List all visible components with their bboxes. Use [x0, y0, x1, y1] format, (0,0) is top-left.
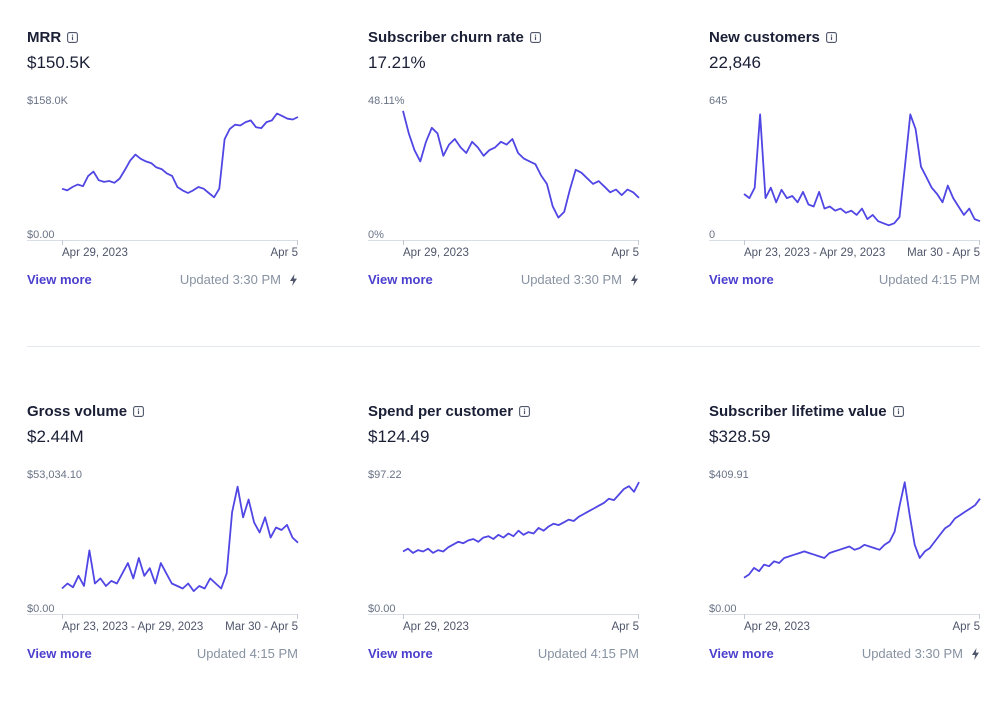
series-line	[61, 485, 299, 592]
y-axis-min-label: $0.00	[368, 603, 396, 615]
card-header: Subscriber lifetime value	[709, 400, 904, 422]
card-title: Spend per customer	[368, 402, 514, 420]
card-title: New customers	[709, 28, 820, 46]
line-chart[interactable]	[709, 100, 981, 260]
view-more-link[interactable]: View more	[368, 646, 433, 661]
line-chart[interactable]	[27, 474, 299, 634]
card-title: Subscriber lifetime value	[709, 402, 887, 420]
card-value: 22,846	[709, 53, 761, 72]
lightning-bolt-icon	[290, 273, 297, 286]
info-icon[interactable]	[67, 31, 79, 43]
view-more-link[interactable]: View more	[709, 646, 774, 661]
series-line	[61, 112, 299, 199]
metric-card-subscriber-lifetime-value: Subscriber lifetime value $328.59 $409.9…	[709, 374, 981, 674]
section-divider	[27, 346, 980, 347]
y-axis-max-label: $53,034.10	[27, 469, 83, 481]
x-axis-end-label: Apr 5	[611, 621, 640, 633]
series-line	[402, 481, 640, 554]
y-axis-min-label: $0.00	[27, 229, 55, 241]
view-more-link[interactable]: View more	[27, 272, 92, 287]
info-icon[interactable]	[519, 405, 530, 417]
lightning-bolt-icon	[631, 273, 638, 286]
series-line	[402, 110, 640, 219]
card-title: MRR	[27, 28, 62, 46]
updated-status: Updated 4:15 PM	[197, 646, 298, 661]
x-axis-start-label: Apr 29, 2023	[744, 621, 810, 633]
x-axis-start-label: Apr 23, 2023 - Apr 29, 2023	[62, 621, 204, 633]
y-axis-max-label: $158.0K	[27, 95, 68, 107]
card-header: MRR	[27, 26, 79, 48]
y-axis-max-label: $97.22	[368, 469, 402, 481]
updated-status: Updated 3:30 PM	[862, 646, 980, 661]
card-header: New customers	[709, 26, 837, 48]
updated-time: Updated 3:30 PM	[520, 272, 622, 287]
updated-status: Updated 4:15 PM	[879, 272, 980, 287]
updated-time: Updated 4:15 PM	[878, 272, 980, 287]
lightning-bolt-icon	[972, 647, 979, 660]
updated-status: Updated 3:30 PM	[180, 272, 298, 287]
card-header: Gross volume	[27, 400, 144, 422]
line-chart[interactable]	[368, 474, 640, 634]
updated-status: Updated 4:15 PM	[538, 646, 639, 661]
updated-time: Updated 3:30 PM	[861, 646, 963, 661]
updated-status: Updated 3:30 PM	[521, 272, 639, 287]
x-axis-end-label: Mar 30 - Apr 5	[225, 621, 298, 633]
info-icon[interactable]	[892, 405, 904, 417]
updated-time: Updated 4:15 PM	[537, 646, 639, 661]
metric-card-gross-volume: Gross volume $2.44M $53,034.10 $0.00 Apr…	[27, 374, 299, 674]
metric-card-mrr: MRR $150.5K $158.0K $0.00 Apr 29, 2023 A…	[27, 0, 299, 300]
line-chart[interactable]	[27, 100, 299, 260]
card-header: Spend per customer	[368, 400, 530, 422]
series-line	[743, 113, 981, 227]
series-line	[743, 481, 981, 579]
card-header: Subscriber churn rate	[368, 26, 541, 48]
x-axis-end-label: Mar 30 - Apr 5	[907, 247, 980, 259]
info-icon[interactable]	[825, 31, 837, 43]
view-more-link[interactable]: View more	[368, 272, 433, 287]
info-icon[interactable]	[133, 405, 144, 417]
metric-card-new-customers: New customers 22,846 645 0 Apr 23, 2023 …	[709, 0, 981, 300]
x-axis-end-label: Apr 5	[270, 247, 299, 259]
x-axis-start-label: Apr 29, 2023	[403, 621, 469, 633]
view-more-link[interactable]: View more	[27, 646, 92, 661]
y-axis-min-label: 0%	[368, 229, 384, 241]
card-value: $124.49	[368, 427, 430, 446]
updated-time: Updated 4:15 PM	[196, 646, 298, 661]
x-axis-start-label: Apr 29, 2023	[403, 247, 469, 259]
view-more-link[interactable]: View more	[709, 272, 774, 287]
x-axis-start-label: Apr 23, 2023 - Apr 29, 2023	[744, 247, 886, 259]
y-axis-max-label: 48.11%	[368, 95, 405, 107]
line-chart[interactable]	[368, 100, 640, 260]
card-title: Subscriber churn rate	[368, 28, 524, 46]
x-axis-start-label: Apr 29, 2023	[62, 247, 128, 259]
metric-card-spend-per-customer: Spend per customer $124.49 $97.22 $0.00 …	[368, 374, 640, 674]
info-icon[interactable]	[529, 31, 541, 43]
y-axis-min-label: $0.00	[27, 603, 55, 615]
card-value: $2.44M	[27, 427, 84, 446]
card-value: $150.5K	[27, 53, 91, 72]
updated-time: Updated 3:30 PM	[179, 272, 281, 287]
line-chart[interactable]	[709, 474, 981, 634]
card-value: $328.59	[709, 427, 771, 446]
x-axis-end-label: Apr 5	[611, 247, 640, 259]
y-axis-max-label: $409.91	[709, 469, 749, 481]
metric-card-subscriber-churn-rate: Subscriber churn rate 17.21% 48.11% 0% A…	[368, 0, 640, 300]
card-value: 17.21%	[368, 53, 426, 72]
x-axis-end-label: Apr 5	[952, 621, 981, 633]
y-axis-min-label: 0	[709, 229, 716, 241]
card-title: Gross volume	[27, 402, 128, 420]
y-axis-max-label: 645	[709, 95, 728, 107]
y-axis-min-label: $0.00	[709, 603, 737, 615]
